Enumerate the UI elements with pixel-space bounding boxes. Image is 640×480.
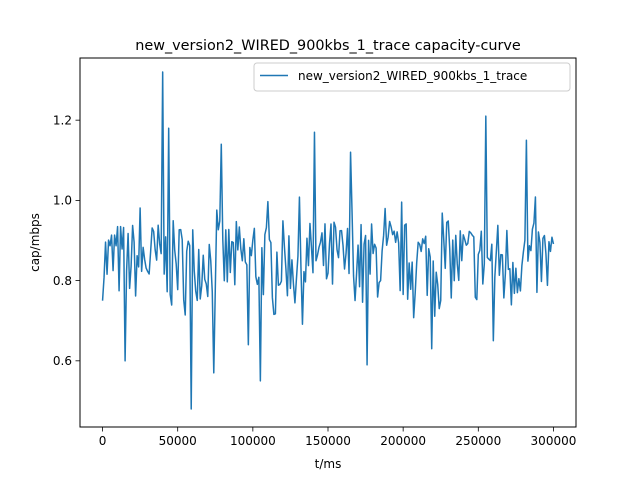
x-tick-label: 200000	[380, 434, 426, 448]
x-axis: 0 50000 100000 150000 200000 250000 300000	[99, 427, 577, 448]
x-axis-label: t/ms	[315, 457, 342, 471]
legend-label: new_version2_WIRED_900kbs_1_trace	[298, 69, 527, 83]
plot-area	[101, 71, 555, 410]
chart-title: new_version2_WIRED_900kbs_1_trace capaci…	[135, 38, 521, 54]
x-tick-label: 300000	[531, 434, 577, 448]
legend: new_version2_WIRED_900kbs_1_trace	[253, 62, 571, 92]
y-tick-label: 1.2	[53, 113, 72, 127]
x-tick-label: 250000	[455, 434, 501, 448]
y-tick-label: 0.8	[53, 274, 72, 288]
x-tick-label: 0	[99, 434, 107, 448]
legend-box	[253, 62, 571, 92]
y-axis-label: cap/mbps	[28, 213, 42, 272]
x-tick-label: 50000	[159, 434, 197, 448]
y-axis: 0.6 0.8 1.0 1.2	[53, 113, 80, 368]
x-tick-label: 150000	[305, 434, 351, 448]
series-line	[101, 71, 555, 410]
x-tick-label: 100000	[230, 434, 276, 448]
y-tick-label: 0.6	[53, 354, 72, 368]
y-tick-label: 1.0	[53, 194, 72, 208]
